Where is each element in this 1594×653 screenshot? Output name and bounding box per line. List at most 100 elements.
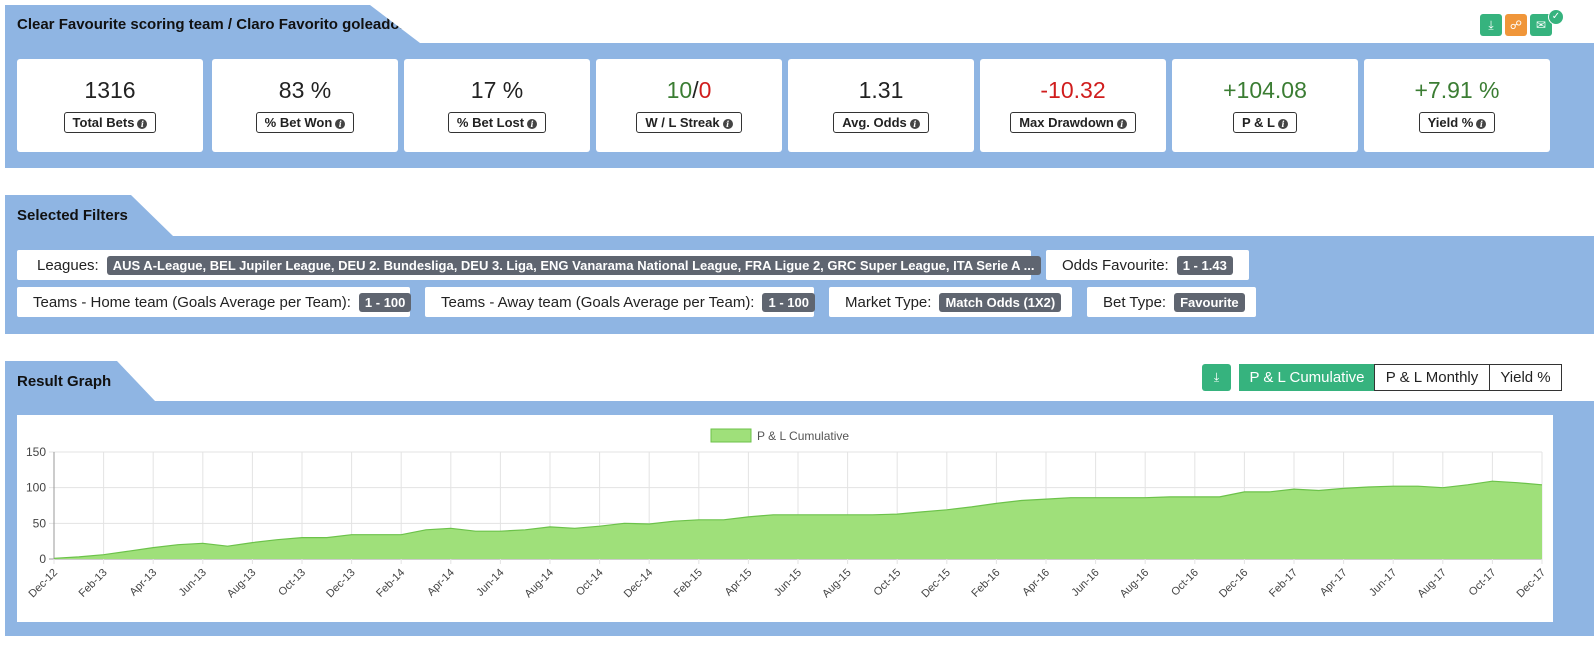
- legend-swatch: [710, 428, 752, 443]
- stat-label[interactable]: Yield % i: [1418, 112, 1496, 133]
- x-tick-label: Feb-14: [374, 567, 407, 600]
- streak-sep: /: [692, 77, 699, 103]
- x-tick-label: Apr-15: [723, 567, 755, 599]
- stat-value: +7.91 %: [1414, 77, 1500, 103]
- info-icon: i: [722, 118, 733, 129]
- filter-label: Teams - Home team (Goals Average per Tea…: [33, 293, 351, 311]
- check-badge-icon: ✓: [1548, 9, 1564, 25]
- x-tick-label: Oct-14: [574, 567, 606, 599]
- stat-bet-won: 83 % % Bet Won i: [212, 59, 398, 152]
- stat-value: 1316: [84, 77, 136, 103]
- filter-value: 1 - 1.43: [1176, 255, 1233, 275]
- x-tick-label: Apr-17: [1318, 567, 1350, 599]
- y-tick-label: 100: [26, 481, 46, 495]
- x-tick-label: Oct-15: [871, 567, 903, 599]
- graph-title-tab: Result Graph: [5, 361, 155, 401]
- page-title-tab: Clear Favourite scoring team / Claro Fav…: [5, 5, 420, 43]
- filter-label: Leagues:: [37, 256, 99, 274]
- x-tick-label: Apr-14: [425, 567, 457, 599]
- stat-value: 17 %: [470, 77, 524, 103]
- filters-title: Selected Filters: [17, 207, 128, 224]
- x-tick-label: Feb-17: [1267, 567, 1300, 600]
- stats-panel: 1316 Total Bets i 83 % % Bet Won i 17 % % …: [5, 43, 1594, 168]
- x-tick-label: Dec-17: [1515, 567, 1549, 601]
- x-tick-label: Dec-16: [1217, 567, 1251, 601]
- x-tick-label: Dec-14: [622, 567, 656, 601]
- pl-area: [54, 481, 1542, 559]
- x-tick-label: Dec-13: [324, 567, 358, 601]
- stat-label[interactable]: Total Bets i: [63, 112, 157, 133]
- x-tick-label: Feb-16: [969, 567, 1002, 600]
- filter-value: AUS A-League, BEL Jupiler League, DEU 2.…: [106, 255, 1041, 275]
- email-button[interactable]: ✉: [1530, 14, 1552, 36]
- tab-yield[interactable]: Yield %: [1489, 364, 1562, 391]
- email-icon: ✉: [1535, 18, 1547, 32]
- filter-label: Market Type:: [845, 293, 932, 311]
- graph-title: Result Graph: [17, 372, 112, 390]
- stat-label[interactable]: Max Drawdown i: [1010, 112, 1136, 133]
- stat-label[interactable]: Avg. Odds i: [833, 112, 929, 133]
- y-tick-label: 0: [39, 552, 46, 566]
- page-title: Clear Favourite scoring team / Claro Fav…: [17, 15, 406, 33]
- filter-value: 1 - 100: [358, 292, 412, 312]
- streak-wins: 10: [666, 77, 693, 103]
- info-icon: i: [335, 118, 346, 129]
- legend-label: P & L Cumulative: [757, 429, 849, 443]
- graph-panel: 0 50 100 150 Dec-12 Feb-13 Apr-13 Jun-13 Aug-13 O…: [5, 401, 1594, 636]
- stat-label[interactable]: % Bet Won i: [255, 112, 355, 133]
- info-icon: i: [1116, 118, 1127, 129]
- x-tick-label: Aug-17: [1415, 567, 1449, 601]
- filter-market-type: Market Type: Match Odds (1X2): [829, 287, 1072, 317]
- filter-bet-type: Bet Type: Favourite: [1087, 287, 1256, 317]
- tab-pl-cumulative[interactable]: P & L Cumulative: [1239, 364, 1375, 391]
- stat-value: +104.08: [1223, 77, 1307, 103]
- y-tick-label: 150: [26, 445, 46, 459]
- download-button[interactable]: ⤓: [1480, 14, 1502, 36]
- stat-label[interactable]: W / L Streak i: [636, 112, 742, 133]
- x-tick-label: Jun-15: [772, 567, 804, 599]
- x-tick-label: Oct-13: [276, 567, 308, 599]
- x-tick-label: Aug-14: [523, 567, 557, 601]
- x-tick-label: Jun-13: [177, 567, 209, 599]
- info-icon: i: [1278, 118, 1288, 129]
- x-tick-label: Aug-13: [225, 567, 259, 601]
- filter-away-team: Teams - Away team (Goals Average per Tea…: [425, 287, 815, 317]
- filters-title-tab: Selected Filters: [5, 195, 173, 236]
- share-button[interactable]: ☍: [1505, 14, 1527, 36]
- info-icon: i: [909, 118, 920, 129]
- x-tick-label: Apr-16: [1020, 567, 1052, 599]
- info-icon: i: [1476, 118, 1487, 129]
- filter-value: Match Odds (1X2): [939, 292, 1062, 312]
- stat-wl-streak: 10/0 W / L Streak i: [596, 59, 782, 152]
- x-tick-label: Apr-13: [127, 567, 159, 599]
- stat-label[interactable]: % Bet Lost i: [447, 112, 547, 133]
- tab-pl-monthly[interactable]: P & L Monthly: [1374, 364, 1490, 391]
- stat-value: 1.31: [858, 77, 904, 103]
- filter-value: Favourite: [1174, 292, 1245, 312]
- filter-leagues: Leagues: AUS A-League, BEL Jupiler League…: [17, 250, 1041, 280]
- streak-losses: 0: [698, 77, 712, 103]
- stat-value: -10.32: [1040, 77, 1106, 103]
- graph-download-button[interactable]: ⤓: [1202, 364, 1231, 391]
- filter-odds-favourite: Odds Favourite: 1 - 1.43: [1046, 250, 1249, 280]
- stat-total-bets: 1316 Total Bets i: [17, 59, 203, 152]
- x-tick-label: Oct-17: [1467, 567, 1499, 599]
- pl-cumulative-chart: 0 50 100 150 Dec-12 Feb-13 Apr-13 Jun-13 Aug-13 O…: [26, 428, 1549, 601]
- download-icon: ⤓: [1213, 370, 1220, 384]
- filter-label: Odds Favourite:: [1062, 256, 1169, 274]
- x-tick-label: Dec-15: [919, 567, 953, 601]
- stat-value: 10/0: [596, 76, 782, 104]
- x-tick-label: Dec-12: [27, 567, 61, 601]
- x-tick-label: Aug-16: [1118, 567, 1152, 601]
- filter-home-team: Teams - Home team (Goals Average per Tea…: [17, 287, 412, 317]
- y-tick-label: 50: [33, 516, 47, 530]
- x-tick-label: Aug-15: [820, 567, 854, 601]
- download-icon: ⤓: [1488, 18, 1494, 32]
- info-icon: i: [527, 118, 538, 129]
- x-tick-label: Oct-16: [1169, 567, 1201, 599]
- x-tick-label: Jun-17: [1367, 567, 1399, 599]
- pl-line: [53, 480, 1543, 559]
- info-icon: i: [137, 118, 148, 129]
- share-icon: ☍: [1509, 18, 1523, 32]
